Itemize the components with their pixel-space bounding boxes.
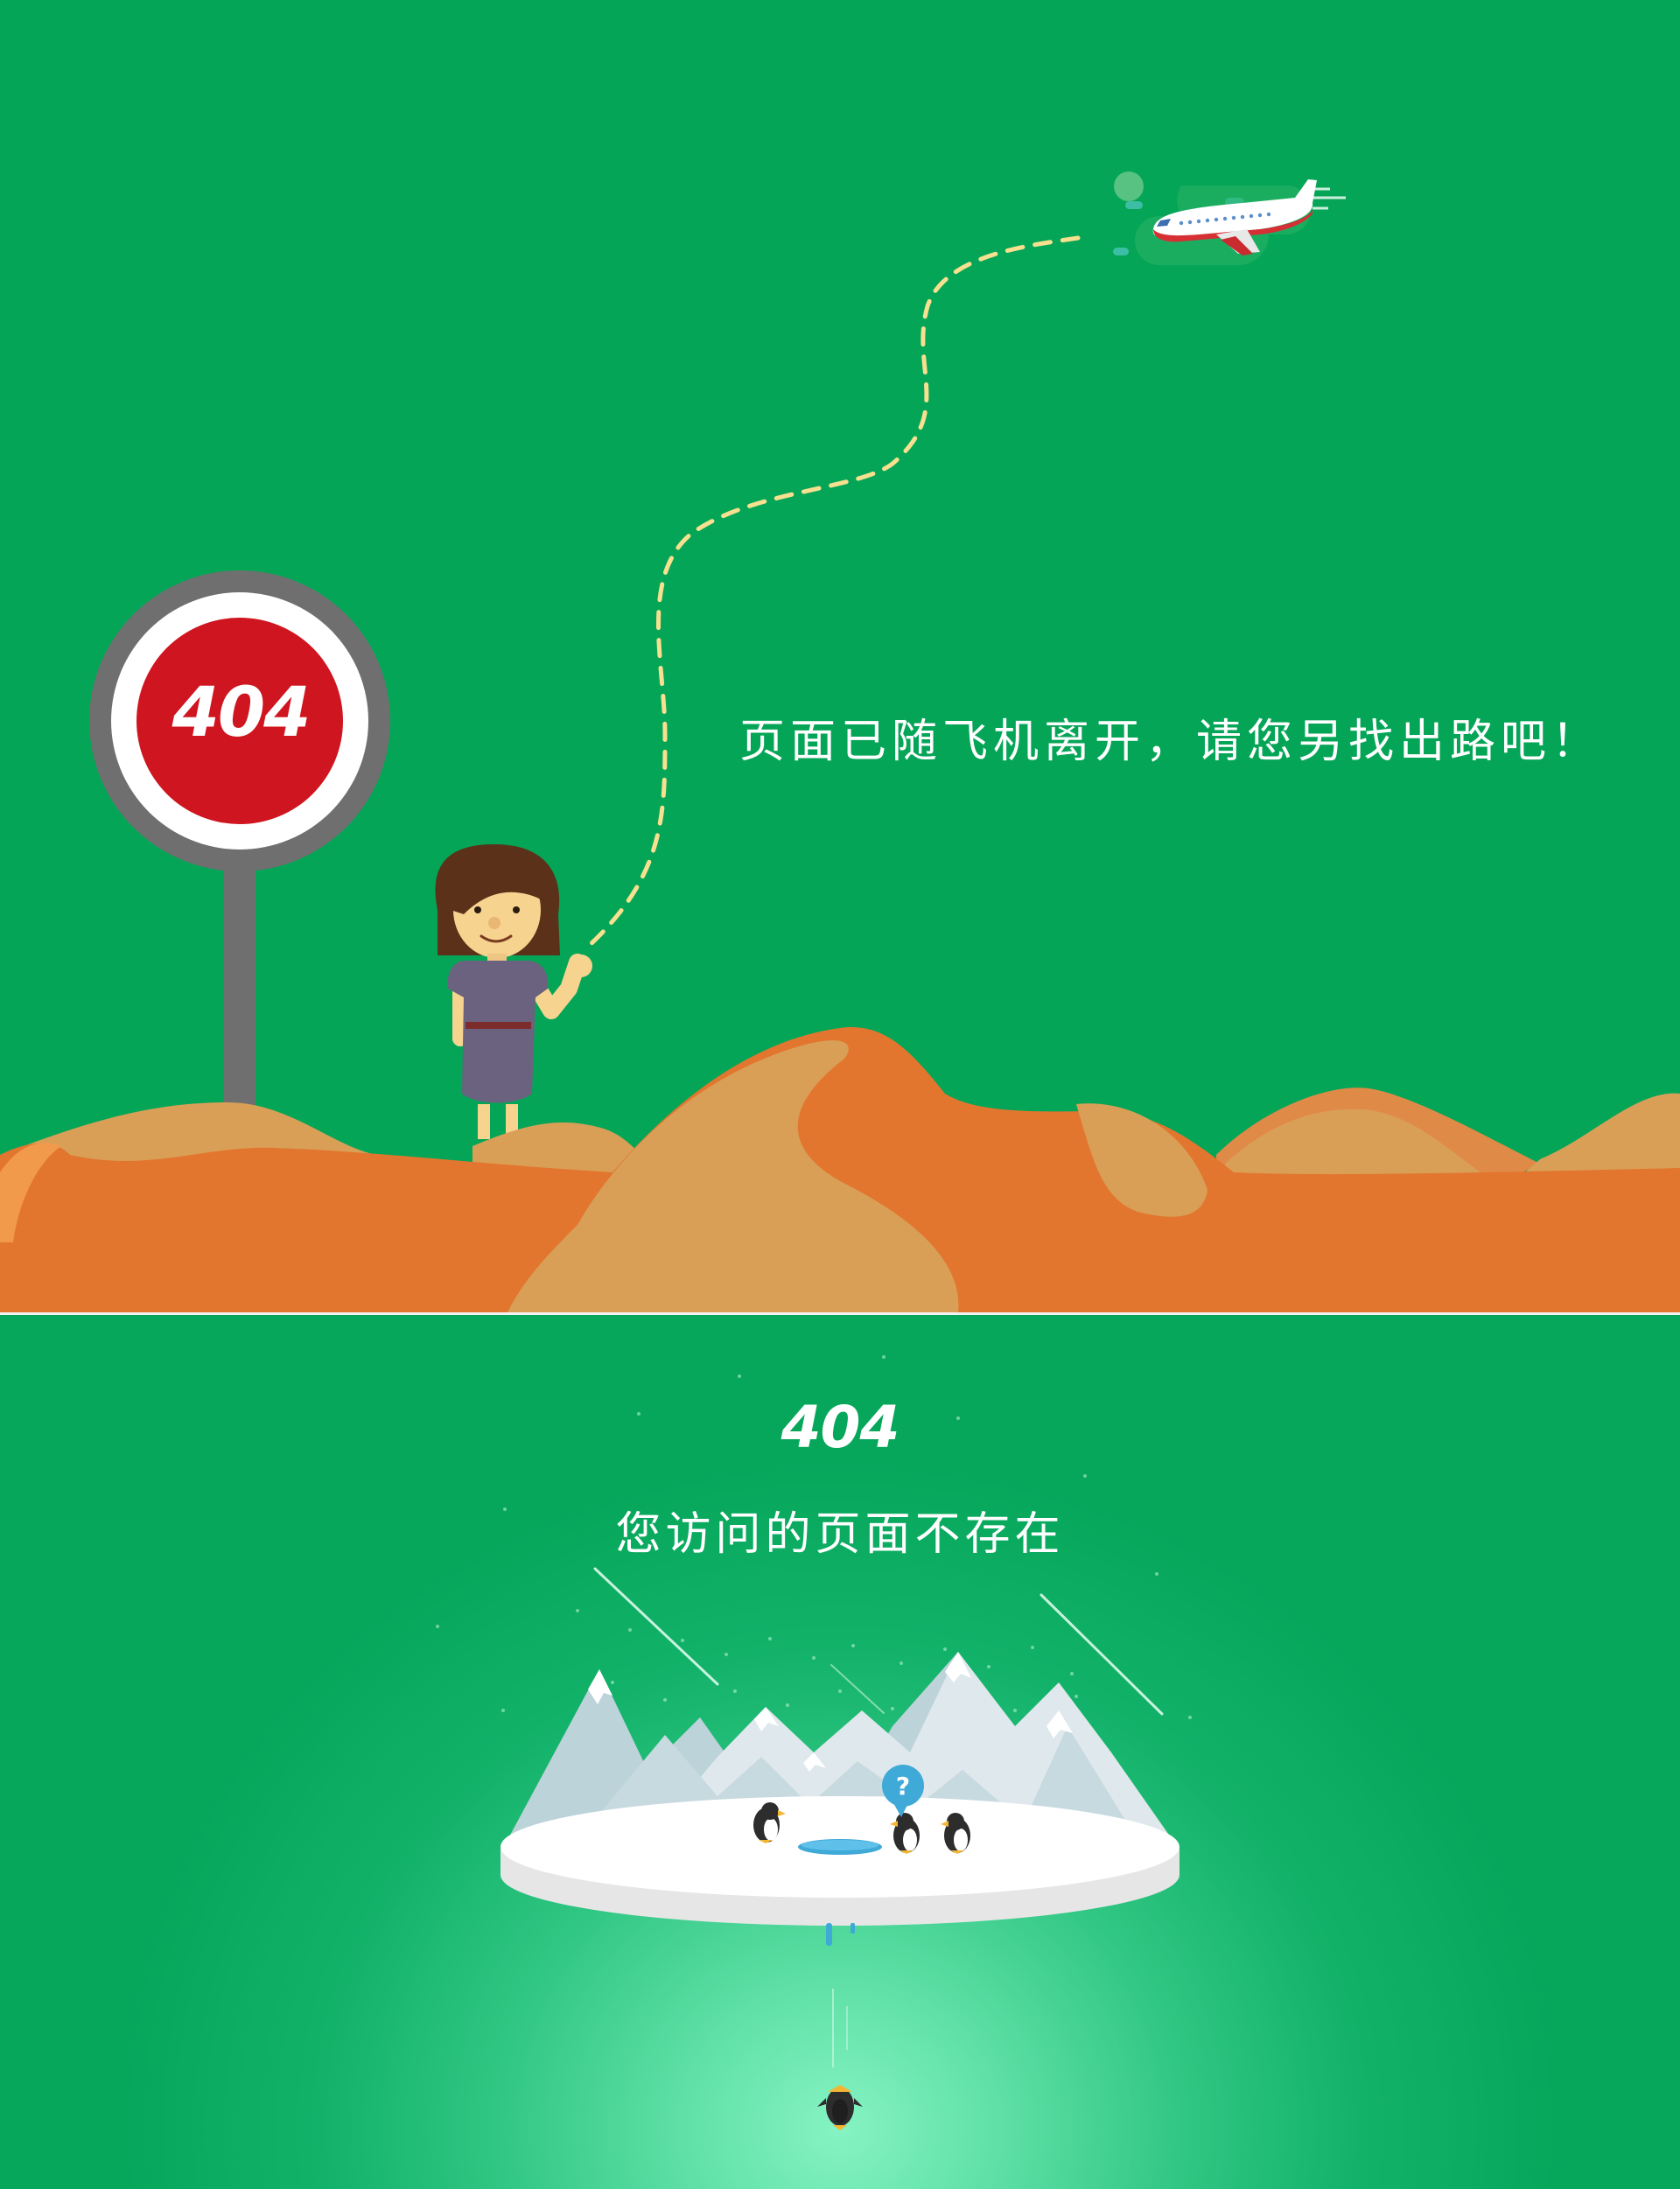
penguin-icon: [941, 1813, 970, 1854]
airplane-icon: [1113, 171, 1346, 265]
page-left-message: 页面已随飞机离开，请您另找出路吧！: [739, 716, 1603, 768]
falling-penguin-icon: [817, 1989, 863, 2130]
sign-404-label: 404: [172, 674, 312, 752]
penguin-icon: [753, 1802, 786, 1843]
flight-path: [585, 235, 1081, 949]
desert-dunes: [0, 1027, 1680, 1312]
penguin-icon: [890, 1813, 920, 1854]
bottom-panel: ? 404 您访问的页面不存在: [0, 1315, 1680, 2189]
stop-sign-icon: [89, 570, 390, 1129]
svg-text:?: ?: [896, 1772, 910, 1801]
error-code: 404: [780, 1394, 900, 1461]
question-bubble-icon: ?: [882, 1765, 924, 1817]
girl-character: [435, 844, 592, 1139]
shooting-stars: [593, 1567, 1164, 1716]
not-found-message: 您访问的页面不存在: [615, 1508, 1065, 1561]
ice-floe: [500, 1796, 1180, 1946]
desert-scene: [0, 171, 1680, 1312]
sparkle-dots: [436, 1355, 1192, 1751]
panel-divider: [0, 1312, 1680, 1315]
top-panel: 404 页面已随飞机离开，请您另找出路吧！: [0, 171, 1680, 1312]
iceberg-scene: ?: [436, 1355, 1192, 2130]
